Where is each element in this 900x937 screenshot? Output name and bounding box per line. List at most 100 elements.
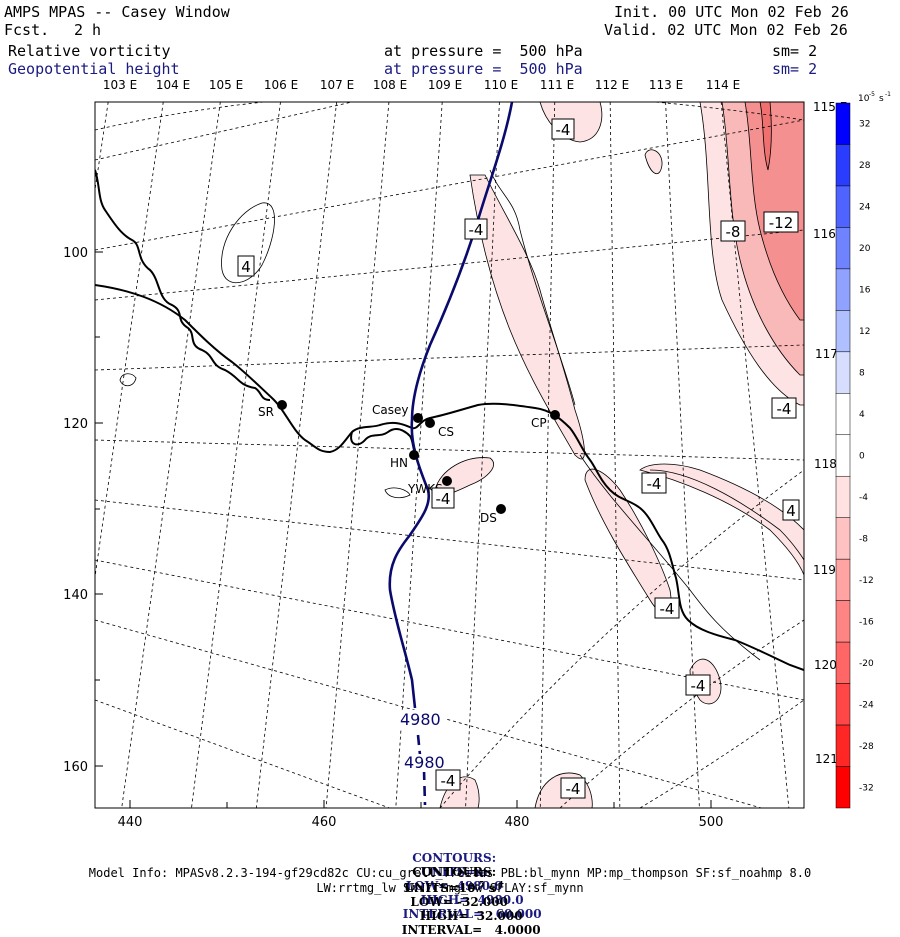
vort-region-southeast [584, 468, 672, 615]
lon-label: 114 E [706, 78, 740, 92]
footer-low: LOW= 4980.0 [405, 879, 503, 893]
vort-region-ne-peak [759, 102, 772, 171]
vort-label: -4 [566, 780, 581, 798]
map-title: AMPS MPAS -- Casey Window [4, 3, 230, 21]
y-tick-label: 160 [63, 760, 88, 775]
x-tick-label: 500 [699, 815, 724, 830]
vort-label: 4 [786, 502, 796, 520]
colorbar-unit-base: 10 [858, 94, 870, 104]
field1-smoothing: sm= 2 [772, 42, 818, 60]
colorbar-segment [835, 393, 851, 436]
footer-contours-label: CONTOURS: [412, 851, 497, 865]
colorbar-level-label: -24 [859, 700, 874, 710]
vort-label: 4 [241, 258, 251, 276]
colorbar-level-label: -12 [859, 576, 874, 586]
colorbar-segment [835, 724, 851, 767]
vort-label: -12 [769, 214, 794, 232]
init-time: Init. 00 UTC Mon 02 Feb 26 [614, 3, 849, 21]
station-marker-cp[interactable] [550, 410, 560, 420]
colorbar-level-label: 32 [859, 120, 870, 130]
station-marker-cs[interactable] [425, 418, 435, 428]
footer-units-s: s [484, 881, 496, 895]
colorbar-level-label: 24 [859, 203, 871, 213]
colorbar-unit-s-exp: -1 [885, 91, 891, 98]
colorbar-level-label: 8 [859, 369, 865, 379]
colorbar-level-label: 4 [859, 410, 865, 420]
vort-label: -4 [469, 221, 484, 239]
lon-label: 108 E [373, 78, 407, 92]
forecast-hour: 2 h [74, 21, 102, 39]
colorbar-level-label: -16 [859, 617, 874, 627]
colorbar-segment [835, 227, 851, 270]
field2-smoothing: sm= 2 [772, 60, 818, 78]
vort-label: -4 [441, 772, 456, 790]
station-marker-casey[interactable] [413, 413, 423, 423]
colorbar [835, 102, 851, 809]
colorbar-level-label: 0 [859, 452, 865, 462]
colorbar-labels: 32 28 24 20 16 12 8 4 0 -4 -8 -12 -16 -20 -24 -28 -32 [859, 120, 874, 794]
footer-units: UNITS=10-5 s-1 [404, 879, 505, 895]
map-canvas: 440 460 480 500 100 120 140 160 103 E 10… [63, 78, 891, 830]
vort-label: -8 [726, 223, 741, 241]
field1-name: Relative vorticity [8, 42, 171, 60]
vort-region-ne-core [744, 102, 804, 321]
colorbar-segment [835, 766, 851, 809]
vort-label: -4 [556, 121, 571, 139]
station-marker-ywks[interactable] [442, 476, 452, 486]
lon-label: 113 E [649, 78, 683, 92]
colorbar-segment [835, 558, 851, 601]
colorbar-segment [835, 144, 851, 187]
colorbar-segment [835, 434, 851, 477]
graticule [95, 102, 804, 808]
footer-contours-label: CONTOURS: [412, 865, 497, 879]
footer-units-exp: -5 [475, 879, 485, 889]
x-tick-label: 460 [312, 815, 337, 830]
lon-label: 105 E [209, 78, 243, 92]
lon-label: 109 E [428, 78, 462, 92]
longitude-labels: 103 E 104 E 105 E 106 E 107 E 108 E 109 … [103, 78, 740, 92]
colorbar-segment [835, 268, 851, 311]
lon-label: 110 E [484, 78, 518, 92]
station-marker-hn[interactable] [409, 450, 419, 460]
station-label-ds: DS [480, 511, 497, 525]
y-tick-label: 120 [63, 417, 88, 432]
vort-region-small-top [644, 149, 663, 175]
colorbar-level-label: 12 [859, 327, 870, 337]
station-label-casey: Casey [372, 403, 408, 417]
footer-interval: INTERVAL= 4.0000 [401, 923, 541, 937]
vort-label: -4 [660, 600, 675, 618]
footer-model-info-2: LW:rrtmg_lw SW:rrtmg_sw SFLAY:sf_mynn [316, 881, 584, 895]
lon-label: 112 E [595, 78, 629, 92]
colorbar-segment [835, 185, 851, 228]
station-label-cs: CS [438, 425, 454, 439]
colorbar-level-label: -32 [859, 783, 874, 793]
station-marker-ds[interactable] [496, 504, 506, 514]
station-label-sr: SR [258, 405, 274, 419]
meridians [95, 102, 790, 808]
station-marker-sr[interactable] [277, 400, 287, 410]
stations: SR Casey CS CP HN YWKS DS [258, 400, 560, 525]
station-label-cp: CP [531, 416, 547, 430]
valid-time: Valid. 02 UTC Mon 02 Feb 26 [604, 21, 848, 39]
footer-model-info: Model Info: MPASv8.2.3-194-gf29cd82c CU:… [88, 866, 812, 880]
coastline [95, 169, 804, 671]
field2-pressure: at pressure = 500 hPa [384, 60, 583, 78]
vort-label: -4 [777, 400, 792, 418]
colorbar-level-label: 20 [859, 244, 871, 254]
colorbar-segment [835, 310, 851, 353]
height-label: 4980 [404, 753, 445, 772]
height-label: 4980 [400, 710, 441, 729]
colorbar-segment [835, 475, 851, 518]
station-label-hn: HN [390, 456, 408, 470]
forecast-label: Fcst. [4, 21, 50, 39]
map-plot-area [95, 102, 804, 808]
lon-label: 111 E [540, 78, 574, 92]
vort-label: -4 [647, 475, 662, 493]
colorbar-unit-s: s [879, 94, 884, 104]
footer-units-s-exp: -1 [495, 879, 505, 889]
field2-name: Geopotential height [8, 60, 180, 78]
y-axis-labels: 100 120 140 160 [63, 246, 88, 775]
colorbar-segment [835, 683, 851, 726]
footer-low: LOW= -32.000 [410, 895, 508, 909]
longitude-rings [95, 102, 804, 808]
